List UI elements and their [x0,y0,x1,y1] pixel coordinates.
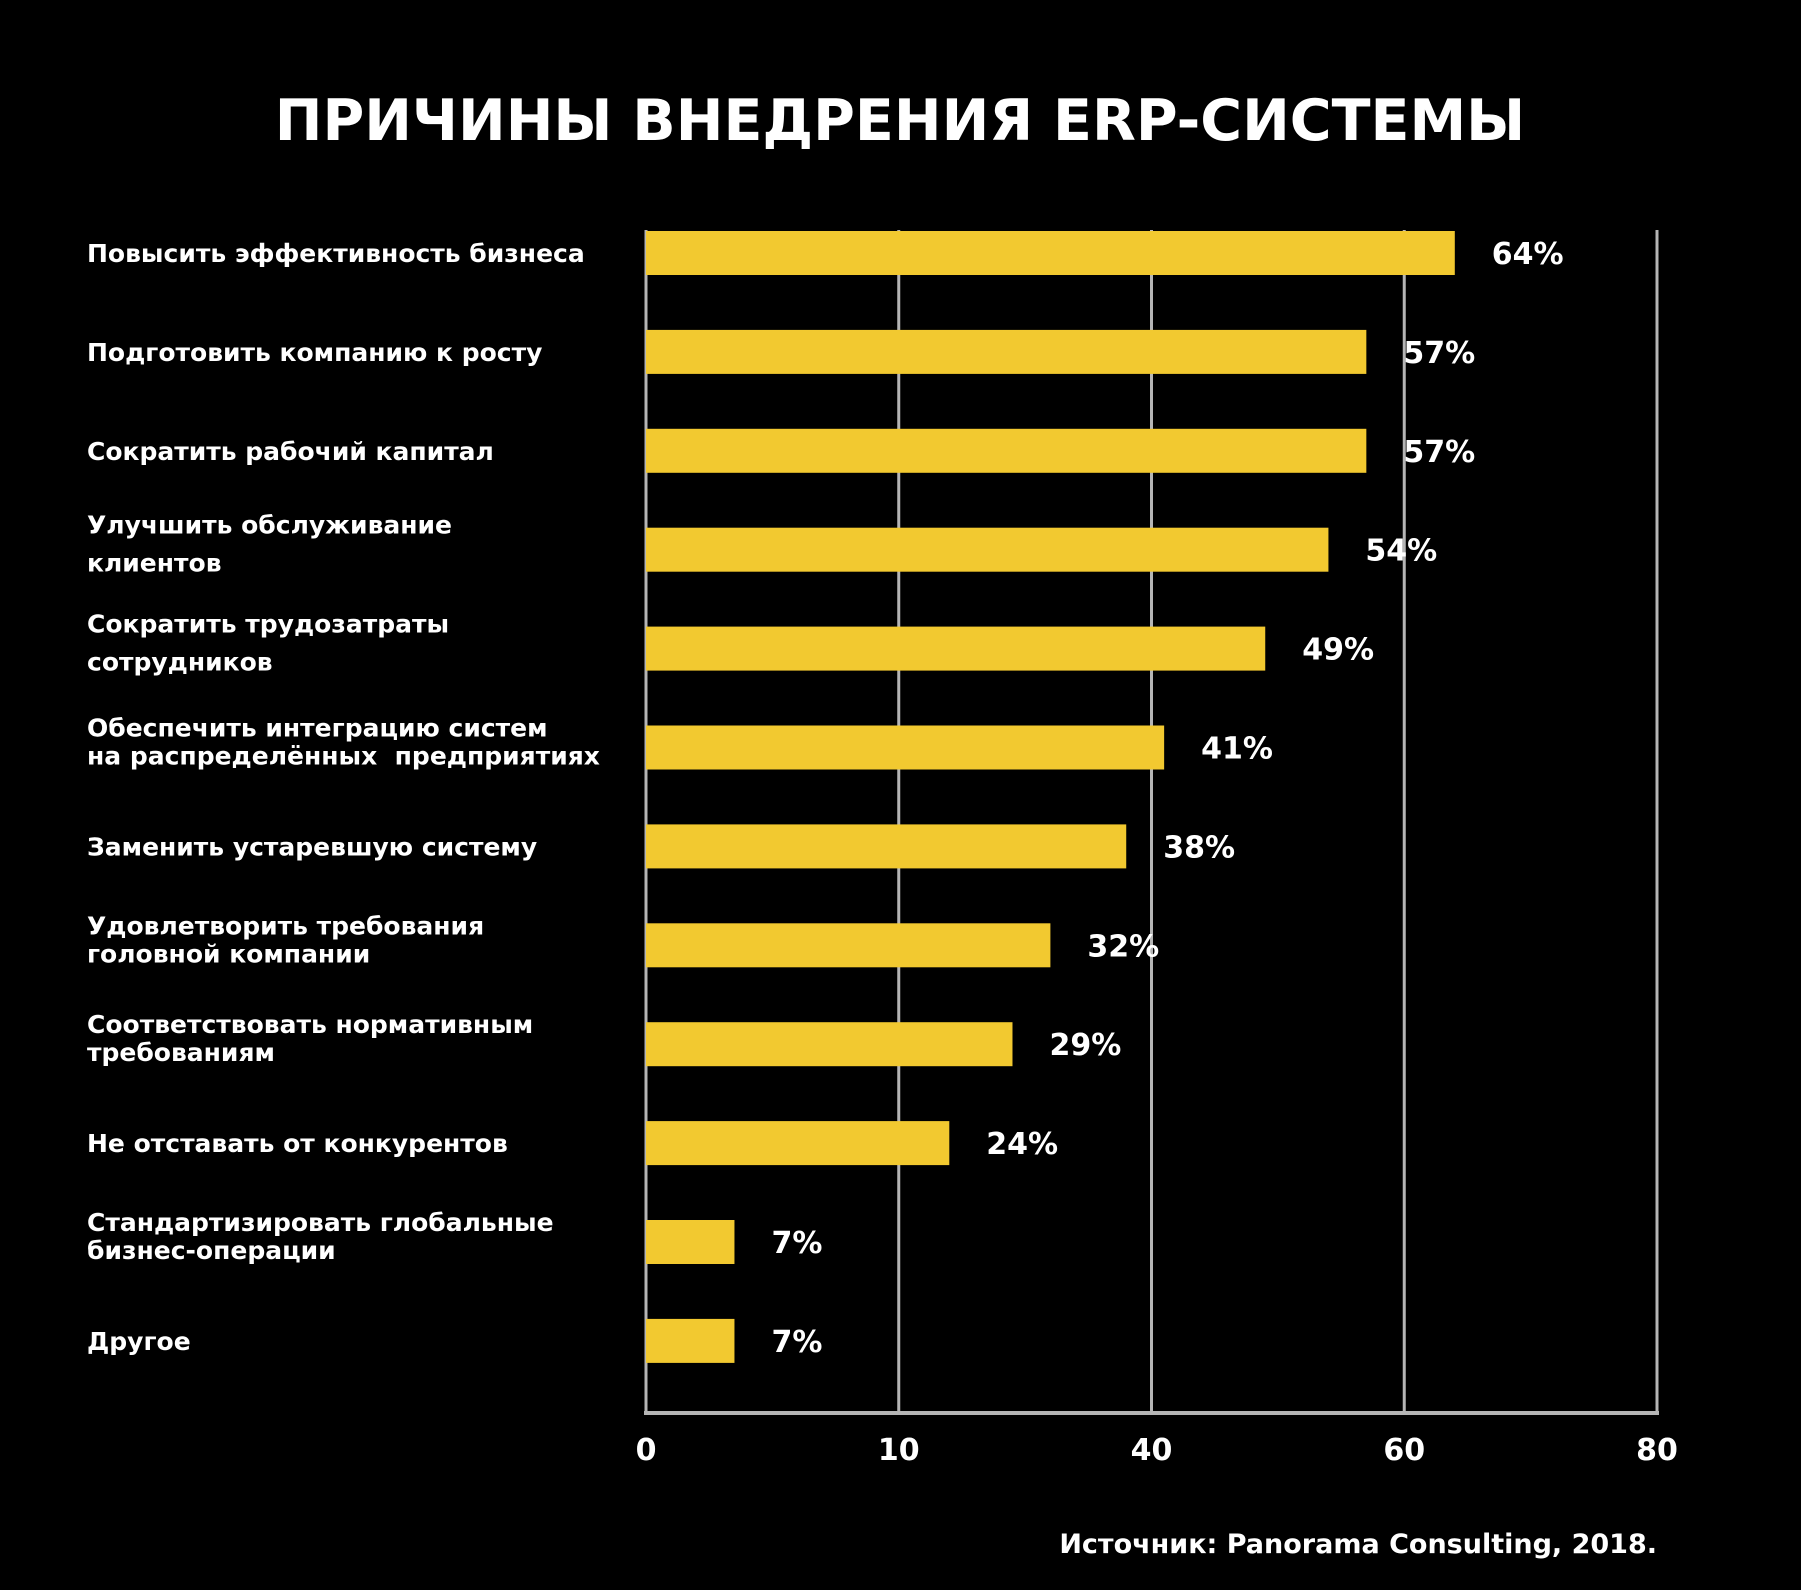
gridlines [644,230,1659,1415]
value-label: 32% [1087,929,1159,964]
bar [646,1121,950,1166]
category-label: Сократить рабочий капитал [87,437,494,466]
x-tick-label: 10 [878,1433,920,1468]
category-label: Не отставать от конкурентов [87,1129,508,1158]
category-label: Другое [87,1327,191,1356]
source-note: Источник: Panorama Consulting, 2018. [1059,1529,1657,1560]
category-label: Удовлетворить требования [87,911,484,940]
category-label: требованиям [87,1038,275,1067]
x-tick-label: 0 [636,1433,657,1468]
category-label: Сократить трудозатраты [87,610,449,639]
category-label: Обеспечить интеграцию систем [87,714,548,743]
x-tick-label: 80 [1636,1433,1678,1468]
x-tick-label: 60 [1383,1433,1425,1468]
bar [646,1220,735,1264]
category-label: Соответствовать нормативным [87,1010,533,1039]
value-label: 38% [1163,830,1235,865]
chart-title: ПРИЧИНЫ ВНЕДРЕНИЯ ERP-СИСТЕМЫ [275,88,1526,154]
bar [646,824,1127,869]
bar [646,329,1367,374]
bar [646,626,1266,671]
bar [646,428,1367,473]
category-label: сотрудников [87,648,273,677]
value-label: 7% [771,1226,822,1261]
value-label: 54% [1365,534,1437,569]
value-label: 57% [1403,435,1475,470]
bar [646,725,1165,770]
bar [646,1318,735,1363]
category-label: бизнес-операции [87,1236,336,1265]
value-label: 24% [986,1127,1058,1162]
bar [646,1022,1013,1067]
category-label: Улучшить обслуживание [87,511,452,540]
value-label: 49% [1302,633,1374,668]
category-label: клиентов [87,549,222,578]
value-label: 64% [1492,237,1564,272]
category-label: Повысить эффективность бизнеса [87,239,585,268]
x-axis-ticks: 0 10 40 60 80 [636,1433,1678,1468]
value-label: 57% [1403,336,1475,371]
category-label: головной компании [87,939,370,968]
bar [646,923,1051,968]
bars [646,231,1455,1363]
value-label: 7% [771,1325,822,1360]
value-label: 41% [1201,732,1273,767]
category-label: Подготовить компанию к росту [87,338,542,367]
x-tick-label: 40 [1131,1433,1173,1468]
category-label: на распределённых предприятиях [87,742,600,771]
value-label: 29% [1049,1028,1121,1063]
category-labels: Повысить эффективность бизнеса Подготовит… [87,239,600,1356]
category-label: Заменить устаревшую систему [87,832,537,861]
bar [646,231,1455,275]
value-labels: 64% 57% 57% 54% 49% 41% 38% 32% 29% 24% 7% 7% [771,237,1563,1360]
category-label: Стандартизировать глобальные [87,1208,554,1237]
bar [646,527,1329,572]
